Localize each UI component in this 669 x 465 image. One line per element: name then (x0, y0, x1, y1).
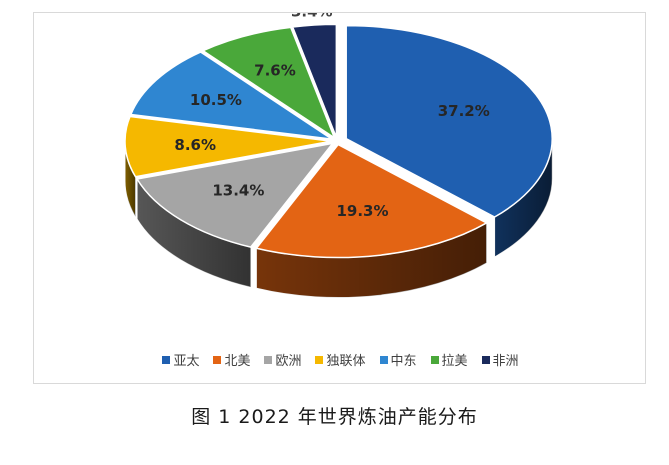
chart-legend: 亚太 北美 欧洲 独联体 中东 拉美 非洲 (34, 350, 647, 369)
pie-data-label-1: 19.3% (336, 202, 388, 220)
legend-label-3: 独联体 (326, 354, 366, 369)
legend-label-6: 非洲 (492, 354, 519, 369)
pie-slice-2 (135, 142, 335, 248)
legend-item-5: 拉美 (430, 350, 468, 369)
pie-data-label-2: 13.4% (212, 182, 264, 200)
legend-swatch-3 (315, 355, 324, 364)
legend-swatch-0 (162, 355, 171, 364)
legend-item-6: 非洲 (481, 350, 519, 369)
legend-swatch-5 (430, 355, 439, 364)
pie-chart: 37.2% 19.3% 13.4% 8.6% 10.5% 7.6% 3.4% (124, 13, 553, 299)
legend-swatch-2 (264, 355, 273, 364)
pie-slice-6 (291, 23, 338, 138)
pie-slice-4 (129, 51, 333, 140)
pie-slice-side-shade-2 (137, 179, 251, 288)
legend-item-1: 北美 (213, 350, 250, 369)
legend-swatch-1 (213, 355, 222, 364)
pie-slice-0 (345, 24, 553, 218)
legend-label-4: 中东 (390, 354, 417, 369)
pie-data-label-0: 37.2% (438, 102, 490, 120)
legend-item-0: 亚太 (162, 350, 199, 369)
legend-item-2: 欧洲 (264, 350, 301, 369)
legend-item-3: 独联体 (315, 350, 366, 369)
pie-data-label-4: 10.5% (190, 91, 242, 109)
pie-data-label-6: 3.4% (291, 13, 333, 21)
pie-slice-5 (201, 26, 336, 140)
chart-frame: 37.2% 19.3% 13.4% 8.6% 10.5% 7.6% 3.4% 亚太 北美 欧洲 独… (33, 12, 646, 384)
legend-swatch-6 (481, 355, 490, 364)
pie-slice-side-shade-1 (256, 222, 487, 298)
pie-data-label-3: 8.6% (174, 136, 216, 154)
legend-label-1: 北美 (224, 354, 251, 369)
pie-slice-3 (124, 115, 332, 178)
figure-caption: 图 1 2022 年世界炼油产能分布 (191, 406, 478, 428)
legend-label-2: 欧洲 (275, 354, 302, 369)
pie-data-label-5: 7.6% (254, 62, 296, 80)
legend-item-4: 中东 (379, 350, 417, 369)
legend-swatch-4 (379, 355, 388, 364)
pie-slice-side-shade-0 (494, 138, 553, 258)
pie-slice-1 (255, 143, 489, 259)
legend-label-0: 亚太 (173, 354, 200, 369)
legend-label-5: 拉美 (441, 354, 468, 369)
